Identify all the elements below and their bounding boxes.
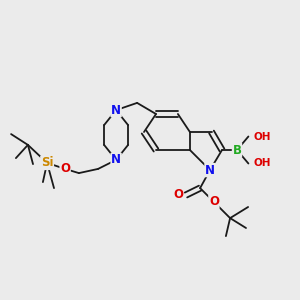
Text: OH: OH [254, 158, 271, 169]
Text: Si: Si [41, 156, 53, 170]
Text: OH: OH [254, 131, 271, 142]
Text: O: O [173, 188, 183, 202]
Text: B: B [232, 143, 242, 157]
Text: N: N [111, 153, 121, 167]
Text: N: N [205, 164, 215, 177]
Text: N: N [111, 103, 121, 117]
Text: O: O [209, 195, 219, 208]
Text: O: O [60, 162, 70, 176]
